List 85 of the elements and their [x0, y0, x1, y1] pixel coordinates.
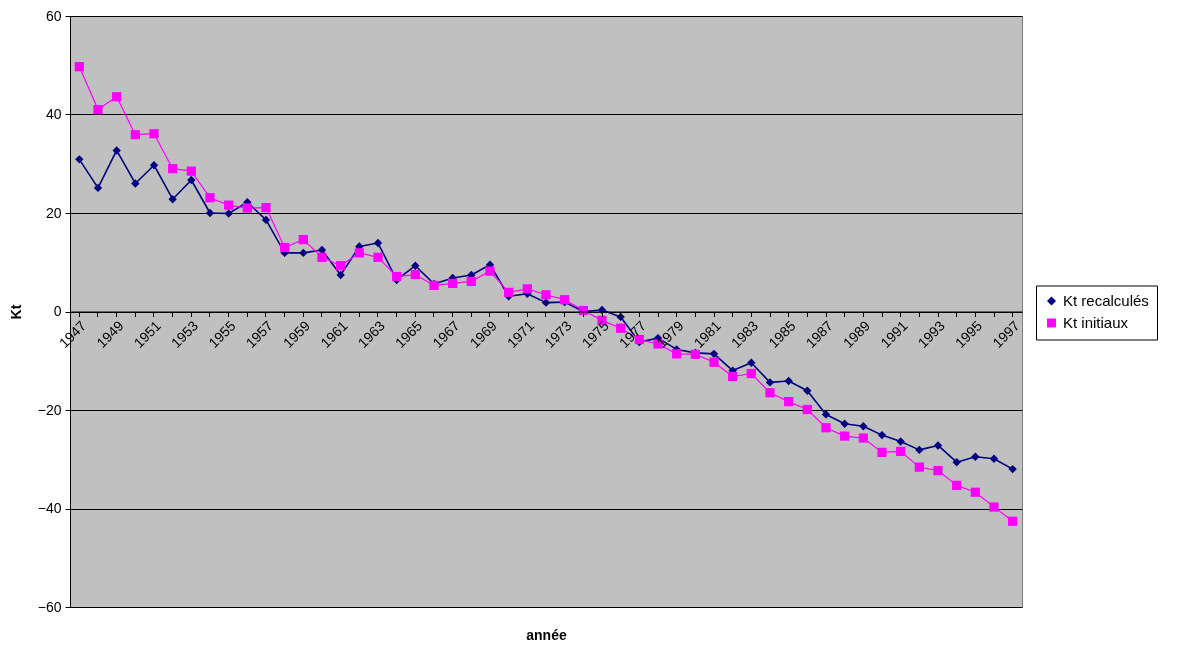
point: [877, 430, 887, 440]
point: [224, 200, 234, 210]
point: [541, 290, 551, 300]
point: [914, 462, 924, 472]
point: [410, 269, 420, 280]
point: [952, 458, 961, 467]
point: [803, 386, 812, 395]
point: [187, 175, 196, 185]
point: [877, 447, 887, 457]
point: [93, 104, 103, 115]
x-axis-title: année: [526, 626, 567, 643]
point: [280, 242, 290, 253]
point: [186, 166, 196, 176]
point: [802, 404, 812, 415]
point: [933, 465, 943, 476]
point: [205, 193, 215, 203]
point: [1008, 464, 1017, 474]
point: [112, 146, 121, 155]
point: [261, 215, 271, 225]
point: [522, 284, 532, 294]
point: [915, 445, 924, 455]
point: [541, 298, 551, 307]
point: [336, 261, 346, 271]
point: [784, 376, 793, 386]
point: [149, 161, 159, 170]
point: [466, 276, 476, 287]
point: [354, 248, 364, 258]
point: [168, 195, 177, 204]
point: [859, 422, 868, 431]
point: [989, 454, 999, 463]
point: [1008, 516, 1018, 526]
y-tick-label: 20: [45, 204, 62, 221]
y-tick-label: −60: [37, 598, 62, 615]
point: [952, 480, 962, 490]
point: [485, 266, 495, 276]
point: [149, 129, 159, 139]
point: [317, 252, 327, 262]
point: [373, 238, 383, 248]
point: [299, 248, 308, 258]
y-tick-label: 40: [45, 106, 62, 122]
point: [933, 441, 943, 450]
point: [411, 261, 420, 270]
y-tick-label: 0: [53, 303, 62, 319]
point: [205, 208, 215, 218]
point: [261, 202, 271, 213]
point: [728, 371, 738, 382]
y-tick-label: −20: [37, 401, 62, 418]
y-tick-label: 60: [45, 7, 62, 24]
point: [224, 209, 233, 218]
point: [672, 349, 682, 359]
point: [840, 431, 850, 441]
point: [747, 358, 756, 367]
point: [858, 433, 868, 443]
point: [765, 378, 775, 387]
point: [112, 92, 122, 102]
point: [336, 270, 345, 280]
point: [93, 183, 103, 193]
y-axis-title: Kt: [7, 304, 24, 320]
y-tick-label: −40: [37, 500, 62, 516]
point: [298, 234, 308, 245]
point: [821, 423, 831, 433]
point: [373, 252, 383, 262]
point: [448, 278, 458, 289]
legend-label: Kt recalculés: [1063, 292, 1149, 309]
point: [896, 446, 906, 456]
point: [168, 164, 178, 174]
point: [130, 130, 140, 140]
point: [840, 419, 849, 428]
point: [709, 349, 719, 359]
point: [75, 155, 84, 164]
point: [709, 357, 719, 367]
point: [392, 271, 402, 282]
point: [242, 203, 252, 213]
point: [765, 388, 775, 398]
point: [970, 487, 980, 497]
point: [746, 368, 756, 379]
point: [504, 287, 514, 297]
legend-label: Kt initiaux: [1063, 314, 1129, 331]
point: [74, 62, 84, 72]
point: [821, 410, 831, 419]
point: [131, 179, 140, 188]
point: [896, 437, 905, 446]
point: [784, 397, 794, 407]
point: [989, 502, 999, 512]
point: [971, 452, 980, 461]
